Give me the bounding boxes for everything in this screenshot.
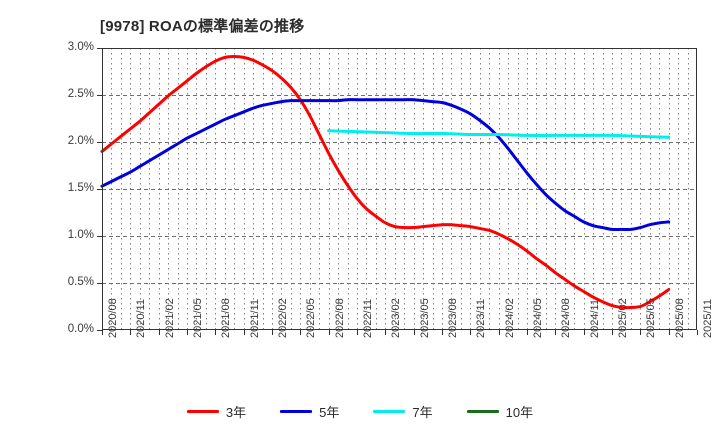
legend-item-3年[interactable]: 3年 <box>186 402 247 421</box>
legend-color-swatch <box>373 410 406 413</box>
series-line-3年 <box>100 54 671 310</box>
x-axis-tick-label: 2021/02 <box>163 298 176 338</box>
y-axis-tick-label: 0.5% <box>67 276 94 288</box>
x-axis-tick-label: 2023/02 <box>390 298 403 338</box>
x-axis-tick-label: 2024/11 <box>588 299 601 338</box>
x-axis-tick-label: 2021/11 <box>248 299 261 338</box>
chart-title: [9978] ROAの標準偏差の推移 <box>100 18 305 35</box>
legend-color-swatch <box>466 410 499 413</box>
y-axis-tick-label: 2.0% <box>67 135 94 147</box>
x-axis-tick-label: 2022/05 <box>305 298 318 338</box>
legend-label: 7年 <box>412 405 433 420</box>
y-axis-tick-label: 1.0% <box>67 229 94 241</box>
legend-label: 5年 <box>319 405 340 420</box>
x-axis-tick-label: 2023/08 <box>447 298 459 338</box>
series-lines <box>100 54 671 310</box>
legend-item-7年[interactable]: 7年 <box>373 402 433 421</box>
axis-ticks <box>97 47 699 335</box>
legend-item-5年[interactable]: 5年 <box>280 402 339 421</box>
x-axis-tick-label: 2025/05 <box>645 298 658 338</box>
x-axis-tick-label: 2022/08 <box>333 298 346 338</box>
y-axis-tick-label: 2.5% <box>67 88 94 100</box>
legend-color-swatch <box>280 410 313 413</box>
x-axis-tick-label: 2025/11 <box>702 299 714 338</box>
plot-frame <box>101 47 698 331</box>
series-line-7年 <box>327 129 671 139</box>
y-axis-tick-label: 1.5% <box>67 182 94 194</box>
gridlines <box>102 48 697 330</box>
legend-color-swatch <box>186 410 219 413</box>
y-axis-tick-label: 3.0% <box>67 41 94 53</box>
y-axis-tick-label: 0.0% <box>67 323 94 335</box>
x-axis-tick-label: 2022/11 <box>362 299 374 338</box>
x-axis-tick-label: 2021/05 <box>192 298 204 338</box>
x-axis-tick-label: 2020/11 <box>135 299 148 338</box>
x-axis-tick-label: 2022/02 <box>277 298 289 338</box>
series-line-5年 <box>100 98 671 232</box>
x-axis-tick-label: 2024/05 <box>532 298 544 338</box>
x-axis-tick-label: 2023/05 <box>418 298 431 338</box>
x-axis-tick-label: 2025/02 <box>617 298 629 338</box>
x-axis-tick-label: 2021/08 <box>220 298 233 338</box>
legend-label: 3年 <box>225 405 247 420</box>
chart-legend: 3年 5年 7年 10年 <box>0 402 720 421</box>
x-axis-tick-label: 2024/08 <box>560 298 573 338</box>
legend-label: 10年 <box>505 405 534 420</box>
x-axis-tick-label: 2024/02 <box>503 298 516 338</box>
x-axis-tick-label: 2025/08 <box>673 298 686 338</box>
legend-item-10年[interactable]: 10年 <box>466 402 534 421</box>
x-axis-tick-label: 2020/08 <box>107 298 119 338</box>
x-axis-tick-label: 2023/11 <box>475 299 488 338</box>
